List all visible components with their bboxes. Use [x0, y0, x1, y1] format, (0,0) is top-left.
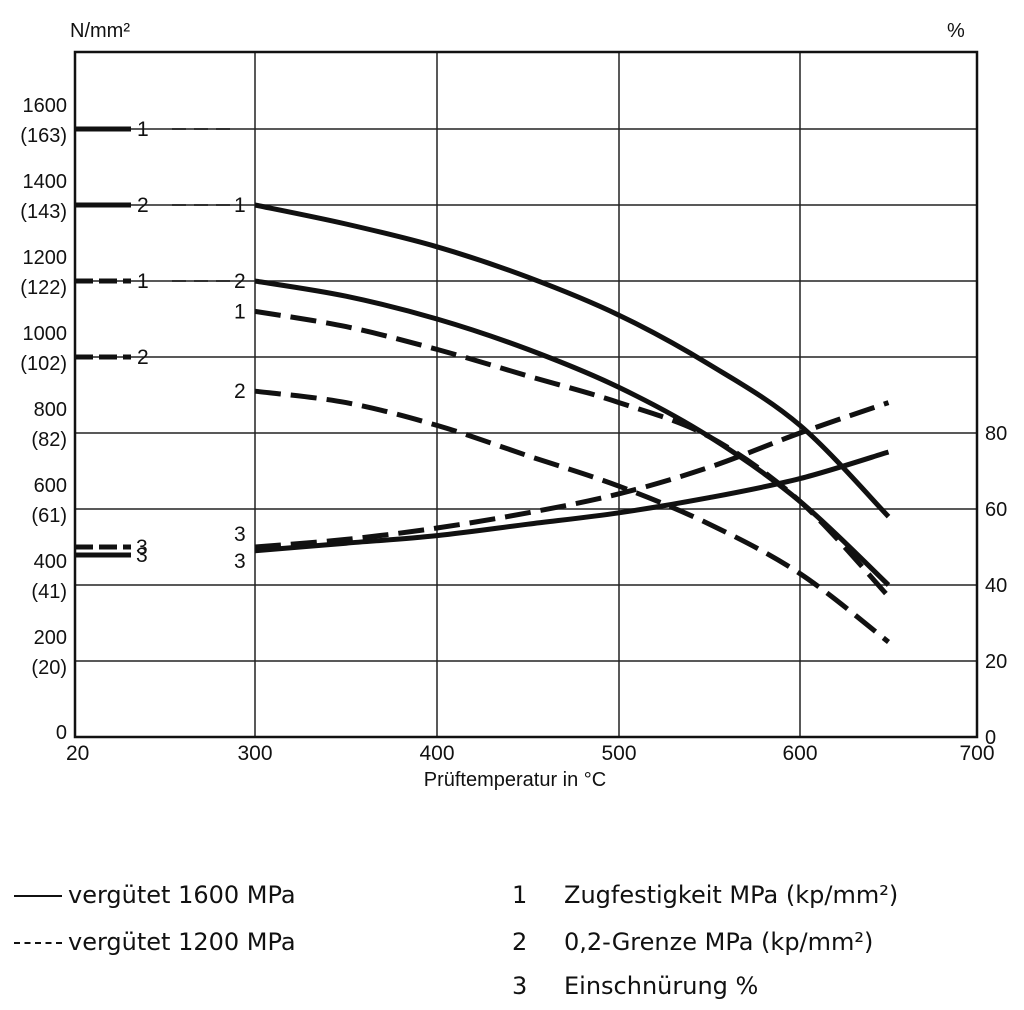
start-marker-label: 1 — [137, 118, 149, 141]
y-left-tick-label: 800 — [34, 399, 67, 421]
start-marker-label: 3 — [136, 544, 148, 567]
y-left-tick-sublabel: (20) — [31, 657, 67, 679]
x-axis-label: Prüftemperatur in °C — [424, 769, 607, 791]
y-right-tick-label: 80 — [985, 423, 1007, 445]
start-marker-label: 2 — [137, 194, 149, 217]
start-markers: 1 2 1 2 33 — [75, 118, 235, 567]
x-tick-label: 700 — [959, 742, 994, 765]
legend-solid-label: vergütet 1600 MPa — [68, 881, 296, 909]
y-left-tick-label: 200 — [34, 627, 67, 649]
legend: vergütet 1600 MPa vergütet 1200 MPa 1 Zug… — [0, 870, 1024, 1010]
series-labels: 1 2 1 2 3 3 — [234, 194, 246, 573]
x-tick-label: 20 — [66, 742, 89, 765]
series-line — [254, 388, 891, 644]
series-label: 3 — [234, 523, 246, 546]
y-left-tick-label: 1600 — [23, 95, 68, 117]
y-left-tick-sublabel: (61) — [31, 505, 67, 527]
series-line — [254, 308, 891, 599]
series-line — [254, 202, 891, 519]
legend-number: 3 — [512, 972, 528, 1000]
start-marker-label: 1 — [137, 270, 149, 293]
y-right-tick-label: 40 — [985, 575, 1007, 597]
series-label: 2 — [234, 380, 246, 403]
y-left-axis-ticks: 0 200 (20) 400 (41) 600 (61) 800 (82) 1000 (102) 12… — [20, 95, 67, 744]
y-right-tick-label: 20 — [985, 651, 1007, 673]
series-label: 1 — [234, 194, 246, 217]
start-marker-label: 3 — [136, 536, 148, 559]
x-tick-label: 400 — [419, 742, 454, 765]
y-left-tick-label: 1400 — [23, 171, 68, 193]
x-tick-label: 600 — [782, 742, 817, 765]
series-label: 2 — [234, 270, 246, 293]
y-left-tick-label: 1200 — [23, 247, 68, 269]
y-right-axis-label: % — [947, 20, 965, 42]
series-label: 3 — [234, 550, 246, 573]
legend-number: 1 — [512, 881, 528, 909]
y-left-tick-sublabel: (122) — [20, 277, 67, 299]
legend-number-2: 2 0,2-Grenze MPa (kp/mm²) — [512, 927, 992, 957]
series-line — [254, 400, 890, 550]
y-left-axis-label: N/mm² — [70, 20, 130, 42]
legend-dashed-label: vergütet 1200 MPa — [68, 928, 296, 956]
y-right-axis-ticks: 0 20 40 60 80 — [985, 423, 1007, 749]
start-marker-label: 2 — [137, 346, 149, 369]
x-tick-label: 500 — [601, 742, 636, 765]
legend-solid: vergütet 1600 MPa — [14, 880, 296, 910]
y-right-tick-label: 60 — [985, 499, 1007, 521]
series-line — [254, 449, 890, 554]
grid — [75, 52, 977, 737]
y-left-tick-label: 0 — [56, 722, 67, 744]
y-left-tick-sublabel: (41) — [31, 581, 67, 603]
legend-number-text: Einschnürung % — [564, 972, 759, 1000]
legend-dashed: vergütet 1200 MPa — [14, 927, 296, 957]
dashed-line-swatch — [14, 942, 62, 944]
y-left-tick-sublabel: (143) — [20, 201, 67, 223]
y-right-tick-label: 0 — [985, 727, 996, 749]
x-axis-ticks: 20 300 400 500 600 700 — [66, 742, 995, 765]
y-left-tick-label: 400 — [34, 551, 67, 573]
y-left-tick-sublabel: (102) — [20, 353, 67, 375]
chart: 20 300 400 500 600 700 0200(20)400(41)600(61)… — [20, 20, 1007, 791]
series-label: 1 — [234, 300, 246, 323]
legend-number: 2 — [512, 928, 528, 956]
legend-number-1: 1 Zugfestigkeit MPa (kp/mm²) — [512, 880, 992, 910]
y-left-tick-sublabel: (82) — [31, 429, 67, 451]
legend-number-text: Zugfestigkeit MPa (kp/mm²) — [564, 881, 899, 909]
y-left-tick-label: 600 — [34, 475, 67, 497]
x-tick-label: 300 — [237, 742, 272, 765]
legend-number-text: 0,2-Grenze MPa (kp/mm²) — [564, 928, 874, 956]
series-lines — [254, 202, 891, 644]
y-left-tick-sublabel: (163) — [20, 125, 67, 147]
solid-line-swatch — [14, 895, 62, 897]
legend-number-3: 3 Einschnürung % — [512, 971, 992, 1001]
y-left-tick-label: 1000 — [23, 323, 68, 345]
plot-border — [73, 50, 979, 739]
plot-frame — [73, 50, 979, 739]
